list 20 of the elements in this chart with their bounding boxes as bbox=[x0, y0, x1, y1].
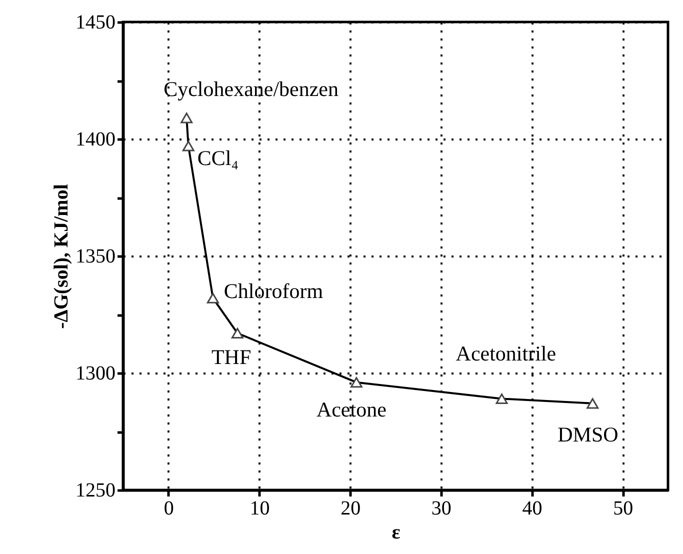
x-tick-label: 0 bbox=[164, 498, 174, 520]
annotation: Chloroform bbox=[224, 279, 324, 304]
y-tick-label: 1250 bbox=[76, 480, 116, 502]
annotation: Cyclohexane/benzen bbox=[164, 76, 340, 101]
x-tick-label: 10 bbox=[250, 498, 270, 520]
annotation: THF bbox=[211, 345, 252, 370]
y-axis-title: -ΔG(sol), KJ/mol bbox=[50, 184, 72, 329]
x-tick-label: 20 bbox=[340, 498, 361, 520]
y-tick-label: 1450 bbox=[76, 12, 116, 34]
x-axis-title: ε bbox=[392, 522, 401, 544]
x-tick-label: 40 bbox=[522, 498, 542, 520]
y-tick-label: 1300 bbox=[76, 362, 116, 384]
annotation: Acetone bbox=[316, 397, 386, 422]
annotation: DMSO bbox=[558, 422, 618, 446]
annotation: Acetonitrile bbox=[456, 342, 556, 366]
x-tick-label: 50 bbox=[613, 498, 634, 520]
y-tick-label: 1350 bbox=[76, 246, 116, 268]
y-tick-label: 1400 bbox=[76, 128, 116, 150]
x-tick-label: 30 bbox=[431, 498, 452, 520]
annotation: CCl₄ bbox=[197, 146, 239, 170]
